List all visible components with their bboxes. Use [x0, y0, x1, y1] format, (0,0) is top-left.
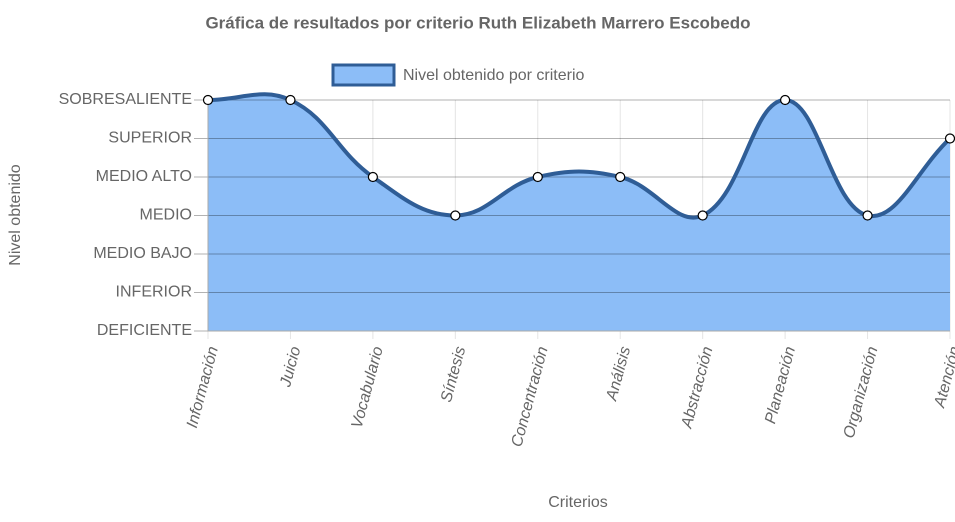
- area: [208, 94, 950, 331]
- x-axis-title: Criterios: [548, 494, 608, 511]
- point: [285, 94, 296, 106]
- x-tick-label: Vocabulario: [349, 345, 387, 431]
- point: [944, 133, 955, 144]
- x-tick-label: Información: [184, 345, 222, 430]
- x-tick-label: Análisis: [603, 345, 634, 404]
- y-tick-label: MEDIO BAJO: [93, 245, 192, 262]
- x-tick-label: Atención: [931, 345, 955, 411]
- point: [367, 171, 378, 183]
- point: [780, 94, 791, 106]
- point: [532, 171, 543, 183]
- y-tick-label: MEDIO ALTO: [96, 168, 192, 185]
- y-tick-label: SUPERIOR: [108, 130, 192, 147]
- x-tick-label: Concentración: [509, 345, 552, 449]
- point: [450, 210, 461, 221]
- legend-label: Nivel obtenido por criterio: [403, 67, 585, 84]
- point: [697, 210, 708, 221]
- x-tick-label: Síntesis: [438, 345, 469, 404]
- x-tick-label: Planeación: [762, 345, 799, 426]
- chart-title: Gráfica de resultados por criterio Ruth …: [205, 13, 750, 32]
- point: [202, 94, 214, 106]
- point: [862, 210, 873, 221]
- x-tick-label: Abstracción: [678, 345, 716, 431]
- legend-swatch: [331, 63, 396, 87]
- x-tick-label: Organización: [841, 345, 882, 441]
- point: [615, 171, 626, 183]
- y-tick-label: DEFICIENTE: [97, 322, 192, 339]
- y-tick-label: INFERIOR: [116, 284, 192, 301]
- line: [207, 92, 952, 220]
- x-tick-label: Juicio: [277, 345, 304, 390]
- y-tick-label: SOBRESALIENTE: [59, 91, 192, 108]
- y-tick-label: MEDIO: [140, 207, 192, 224]
- y-axis-title: Nivel obtenido: [7, 164, 24, 266]
